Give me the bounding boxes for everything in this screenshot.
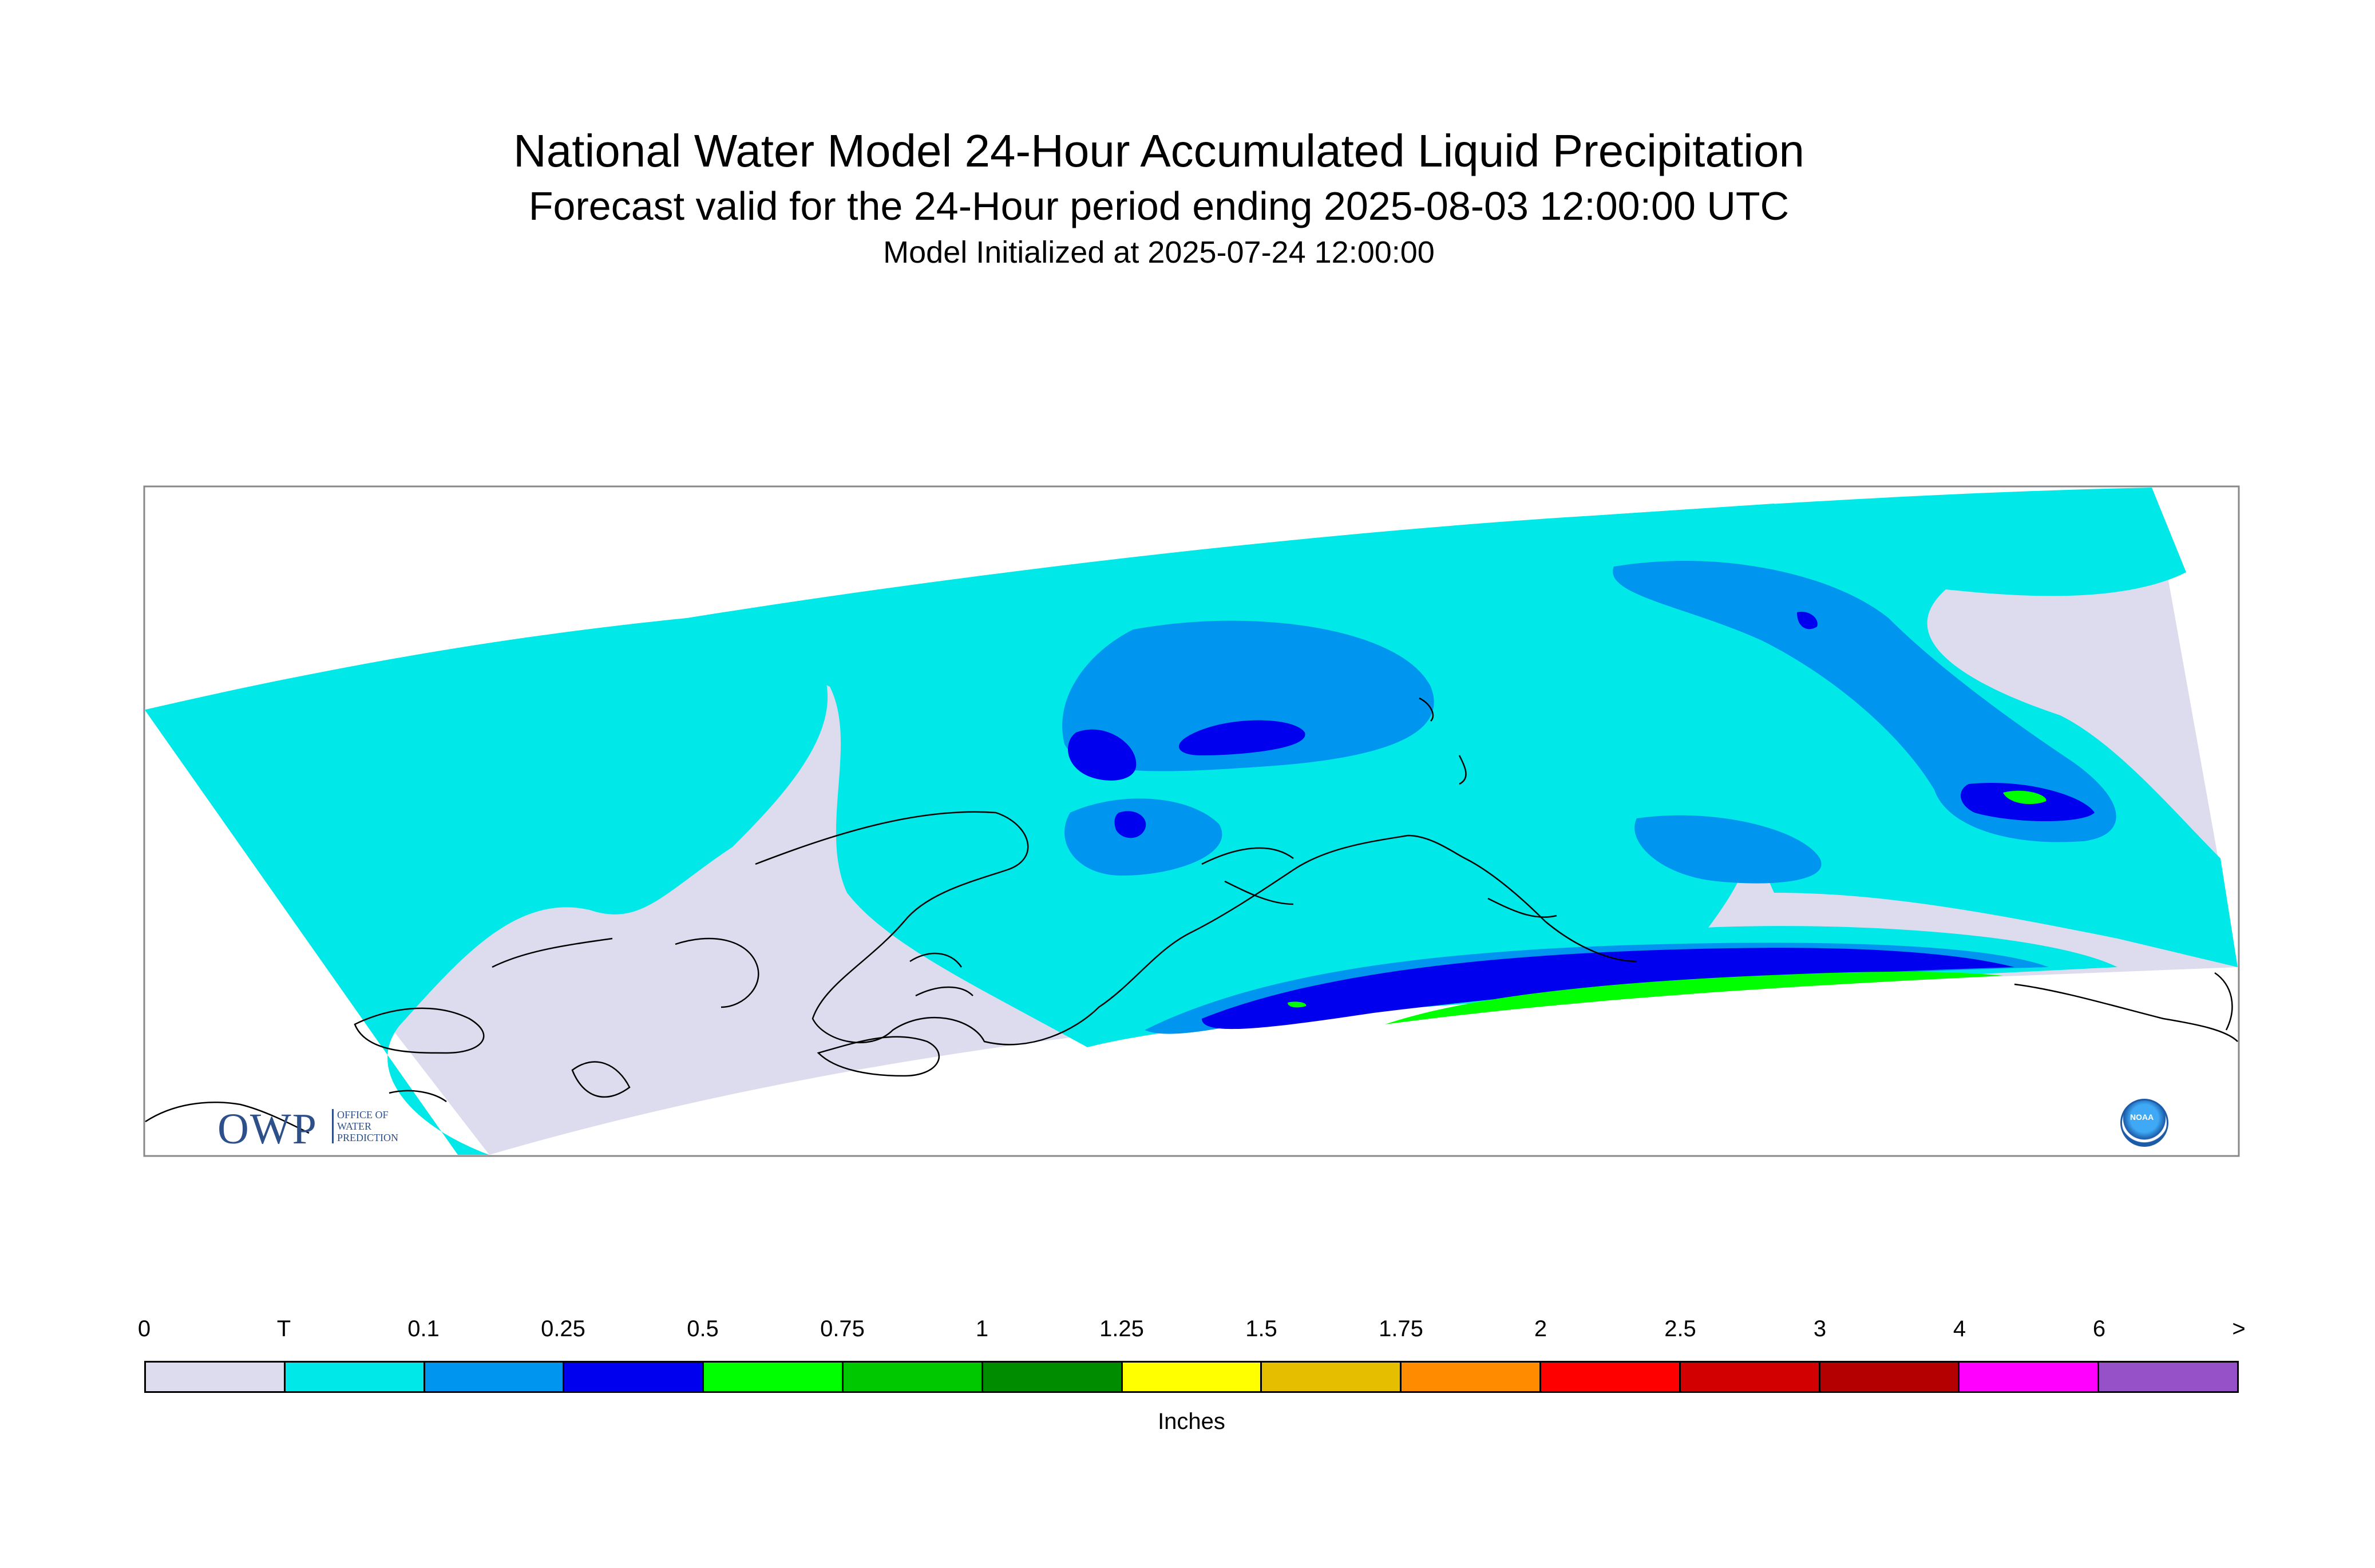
legend-swatch xyxy=(425,1363,565,1391)
legend-swatch xyxy=(285,1363,425,1391)
light-blue-northeast xyxy=(1613,561,2116,842)
color-legend-bar xyxy=(144,1361,2239,1393)
legend-swatch xyxy=(1402,1363,1541,1391)
owp-line-1: OFFICE OF xyxy=(337,1109,389,1120)
legend-swatch xyxy=(146,1363,286,1391)
legend-tick-label: 1.75 xyxy=(1379,1316,1423,1341)
legend-tick-label: > xyxy=(2232,1316,2246,1341)
legend-tick-label: 0.75 xyxy=(820,1316,865,1341)
blue-cell-2 xyxy=(1179,720,1305,755)
legend-swatch xyxy=(1820,1363,1960,1391)
trace-region-west xyxy=(145,618,828,1155)
owp-logo-text: OFFICE OF WATER PREDICTION xyxy=(332,1109,398,1143)
light-blue-north xyxy=(1062,620,1434,771)
green-band-south xyxy=(1385,971,2003,1024)
owp-logo-mark: OWP xyxy=(217,1105,318,1153)
blue-cell-3 xyxy=(1114,811,1146,838)
legend-tick-label: 0 xyxy=(137,1316,151,1341)
owp-line-3: PREDICTION xyxy=(337,1132,398,1143)
green-cell-east xyxy=(2003,790,2047,804)
legend-tick-label: 0.5 xyxy=(687,1316,719,1341)
legend-tick-label: 4 xyxy=(1953,1316,1966,1341)
blue-cell-1 xyxy=(1068,729,1137,781)
legend-tick-label: 1.5 xyxy=(1245,1316,1277,1341)
legend-tick-label: 6 xyxy=(2092,1316,2106,1341)
map-title: National Water Model 24-Hour Accumulated… xyxy=(513,125,1804,176)
owp-line-2: WATER xyxy=(337,1120,371,1132)
legend-units: Inches xyxy=(1158,1409,1225,1434)
legend-swatch xyxy=(1680,1363,1820,1391)
blue-cell-4 xyxy=(1797,612,1818,629)
legend-swatch xyxy=(2099,1363,2237,1391)
model-init-time: Model Initialized at 2025-07-24 12:00:00 xyxy=(883,235,1435,270)
legend-tick-label: 0.1 xyxy=(407,1316,440,1341)
owp-logo: OWP OFFICE OF WATER PREDICTION xyxy=(217,1104,398,1154)
legend-swatch xyxy=(983,1363,1123,1391)
noaa-logo-text: NOAA xyxy=(2130,1112,2154,1122)
light-blue-east-band xyxy=(1634,815,1822,884)
legend-swatch xyxy=(1960,1363,2100,1391)
legend-tick-label: 2.5 xyxy=(1664,1316,1696,1341)
noaa-logo xyxy=(2120,1099,2168,1147)
legend-swatch xyxy=(843,1363,983,1391)
light-blue-central xyxy=(1064,798,1222,876)
legend-tick-label: T xyxy=(276,1316,291,1341)
coastlines xyxy=(145,697,2238,1134)
legend-tick-label: 1 xyxy=(975,1316,989,1341)
legend-swatch xyxy=(704,1363,844,1391)
map-subtitle: Forecast valid for the 24-Hour period en… xyxy=(528,184,1790,228)
legend-swatch xyxy=(564,1363,704,1391)
legend-swatch xyxy=(1122,1363,1262,1391)
legend-tick-label: 3 xyxy=(1813,1316,1827,1341)
legend-tick-label: 1.25 xyxy=(1099,1316,1144,1341)
legend-swatch xyxy=(1541,1363,1681,1391)
legend-tick-label: 0.25 xyxy=(541,1316,585,1341)
green-cell-small xyxy=(1288,1001,1307,1008)
legend-swatch xyxy=(1262,1363,1402,1391)
legend-tick-label: 2 xyxy=(1534,1316,1547,1341)
